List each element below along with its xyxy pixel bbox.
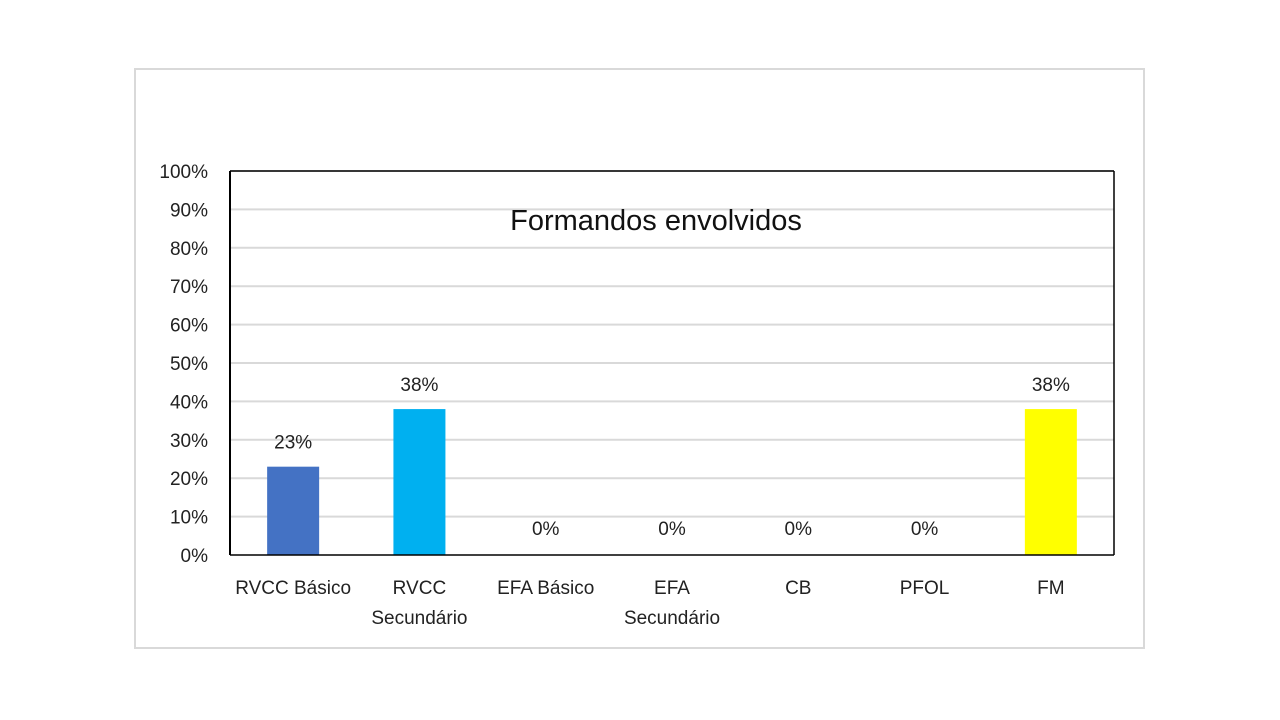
bar: [267, 466, 320, 555]
data-label: 38%: [400, 375, 438, 396]
data-label: 23%: [274, 433, 312, 454]
bars: [267, 409, 1077, 555]
y-tick-label: 100%: [159, 162, 208, 183]
data-label: 0%: [532, 519, 560, 540]
y-tick-label: 40%: [170, 392, 208, 413]
data-label: 0%: [911, 519, 939, 540]
bar: [393, 409, 446, 555]
data-label: 0%: [785, 519, 813, 540]
axes: [229, 170, 1115, 556]
y-tick-label: 50%: [170, 354, 208, 375]
x-tick-label: FM: [1037, 578, 1064, 599]
x-tick-label: PFOL: [900, 578, 950, 599]
y-tick-label: 10%: [170, 508, 208, 529]
chart-title: Formandos envolvidos: [510, 205, 802, 237]
x-tick-label: RVCC Secundário: [371, 578, 467, 629]
y-tick-label: 60%: [170, 316, 208, 337]
y-tick-label: 70%: [170, 277, 208, 298]
data-label: 38%: [1032, 375, 1070, 396]
y-tick-label: 30%: [170, 431, 208, 452]
data-labels: 23% 38% 0% 0% 0% 0% 38%: [274, 375, 1070, 540]
x-tick-label: RVCC Básico: [235, 578, 351, 599]
y-tick-label: 0%: [181, 546, 209, 567]
bar: [1024, 409, 1077, 555]
y-tick-label: 20%: [170, 469, 208, 490]
data-label: 0%: [658, 519, 686, 540]
x-tick-labels: RVCC Básico RVCC Secundário EFA Básico EFA Se…: [235, 578, 1064, 629]
y-tick-labels: 0% 10% 20% 30% 40% 50% 60% 70% 80% 90% 100%: [159, 162, 208, 567]
x-tick-label: EFA Básico: [497, 578, 594, 599]
x-tick-label: CB: [785, 578, 811, 599]
x-tick-label: EFA Secundário: [624, 578, 720, 629]
y-tick-label: 80%: [170, 239, 208, 260]
y-tick-label: 90%: [170, 200, 208, 221]
